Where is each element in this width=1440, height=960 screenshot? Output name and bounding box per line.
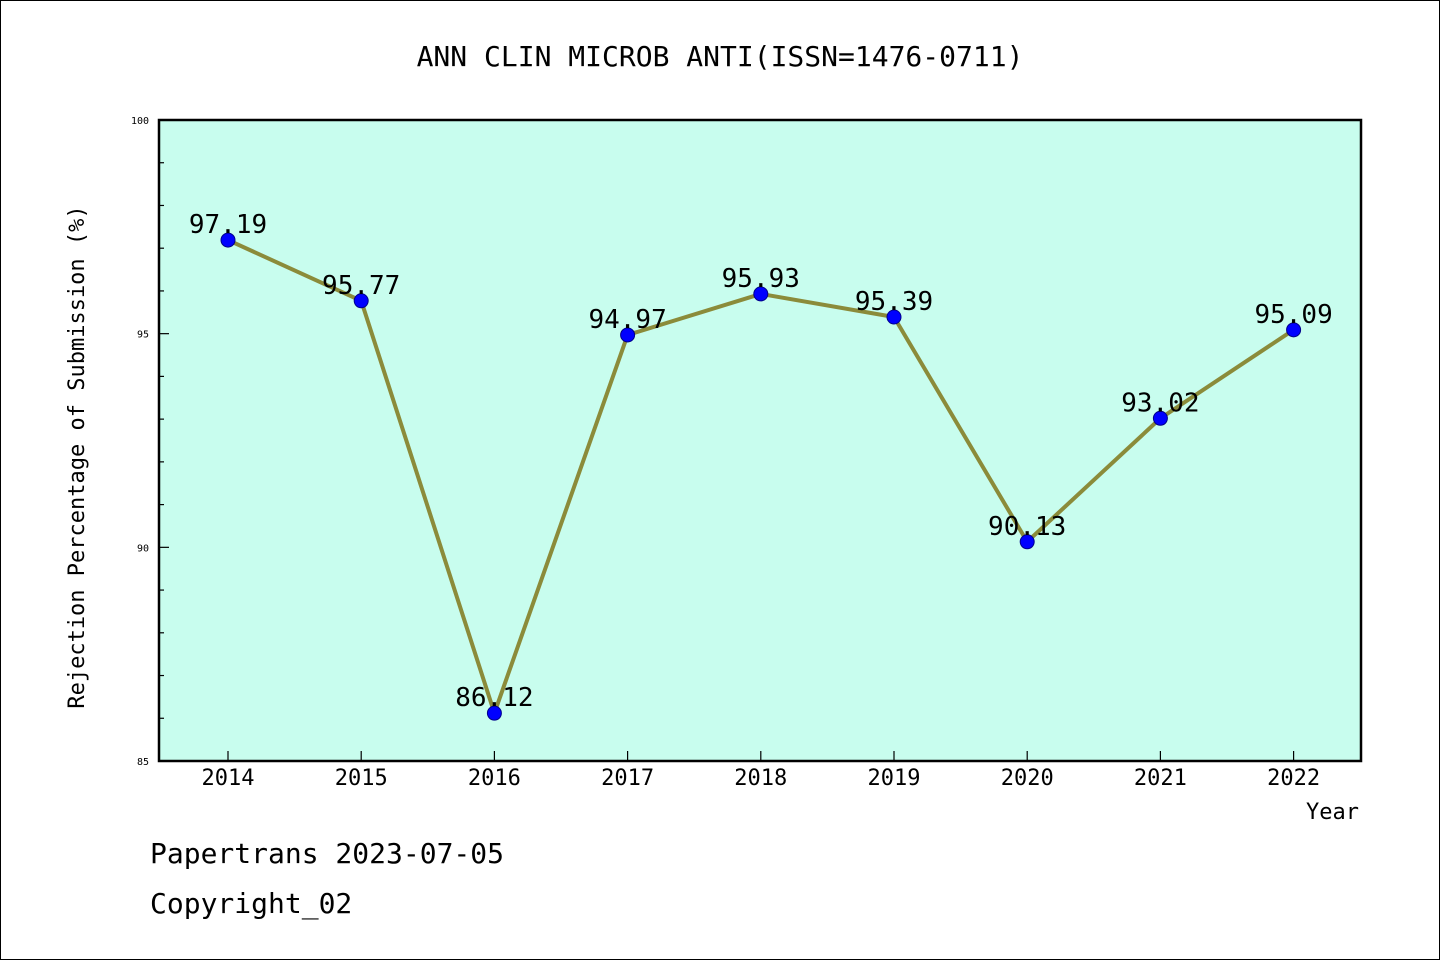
x-tick-label: 2015 xyxy=(335,766,388,791)
footer-copyright: Copyright_02 xyxy=(150,887,352,921)
data-point xyxy=(1019,534,1035,550)
data-label: 95.93 xyxy=(722,264,800,294)
y-tick-label: 90 xyxy=(137,543,149,554)
y-tick-label: 100 xyxy=(131,116,149,127)
x-tick-label: 2022 xyxy=(1267,766,1320,791)
data-label: 90.13 xyxy=(988,512,1066,542)
data-point xyxy=(486,705,502,721)
series-group: 97.19 95.77 86.12 94.97 95.93 95.39 90.13 93.02… xyxy=(189,210,1333,721)
x-axis-label: Year xyxy=(1306,800,1359,825)
footer-date: Papertrans 2023-07-05 xyxy=(150,837,504,870)
y-axis: 85 90 95 100 xyxy=(131,116,169,768)
data-point xyxy=(753,286,769,302)
data-label: 97.19 xyxy=(189,210,267,240)
chart-title: ANN CLIN MICROB ANTI(ISSN=1476-0711) xyxy=(417,40,1024,73)
x-tick-label: 2014 xyxy=(202,766,255,791)
y-tick-label: 95 xyxy=(137,330,149,341)
x-tick-label: 2019 xyxy=(868,766,921,791)
data-label: 93.02 xyxy=(1121,388,1199,418)
data-label: 95.77 xyxy=(322,271,400,301)
x-tick-label: 2016 xyxy=(468,766,521,791)
y-tick-label: 85 xyxy=(137,757,149,768)
x-tick-label: 2021 xyxy=(1134,766,1187,791)
data-label: 95.39 xyxy=(855,287,933,317)
x-tick-label: 2020 xyxy=(1001,766,1054,791)
x-axis: 2014 2015 2016 2017 2018 2019 2020 2021 2022 xyxy=(202,751,1320,791)
data-point xyxy=(886,309,902,325)
data-label: 95.09 xyxy=(1254,300,1332,330)
data-point xyxy=(1286,322,1302,338)
data-point xyxy=(1152,410,1168,426)
y-axis-label: Rejection Percentage of Submission (%) xyxy=(65,205,90,708)
data-point xyxy=(220,232,236,248)
data-point xyxy=(620,327,636,343)
x-tick-label: 2017 xyxy=(601,766,654,791)
data-label: 94.97 xyxy=(588,305,666,335)
x-tick-label: 2018 xyxy=(734,766,787,791)
data-point xyxy=(353,293,369,309)
plot-area xyxy=(157,118,1363,763)
data-label: 86.12 xyxy=(455,683,533,713)
